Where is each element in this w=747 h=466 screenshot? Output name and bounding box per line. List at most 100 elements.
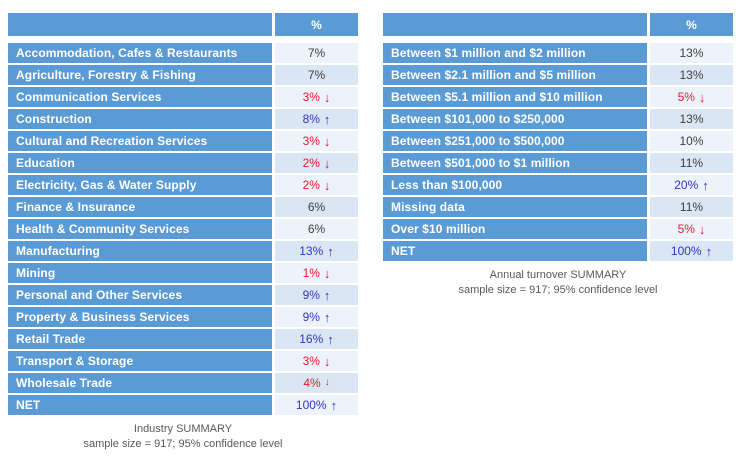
percent-value: 3%: [302, 134, 320, 148]
caption-title: Annual turnover SUMMARY: [489, 269, 627, 281]
row-label: Over $10 million: [383, 219, 647, 239]
row-label: Manufacturing: [8, 241, 272, 261]
trend-arrow-icon: ↓: [323, 133, 331, 149]
table-row: Transport & Storage 3% ↓: [8, 351, 358, 371]
table-row: NET 100% ↑: [8, 395, 358, 415]
row-value: 2% ↓: [275, 153, 358, 173]
row-label: Missing data: [383, 197, 647, 217]
percent-value: 8%: [302, 112, 320, 126]
percent-value: 20%: [674, 178, 699, 192]
table-header-row: %: [383, 13, 733, 36]
trend-arrow-icon: ↑: [702, 177, 709, 193]
table-row: NET 100% ↑: [383, 241, 733, 261]
trend-arrow-icon: ↑: [323, 309, 331, 325]
trend-arrow-icon: ↓: [323, 353, 331, 369]
percent-value: 9%: [302, 288, 320, 302]
table-row: Between $1 million and $2 million 13%: [383, 43, 733, 63]
industry-summary-table: % Accommodation, Cafes & Restaurants 7% …: [8, 13, 358, 452]
table-row: Retail Trade 16% ↑: [8, 329, 358, 349]
annual-turnover-table-body: Between $1 million and $2 million 13% Be…: [383, 43, 733, 261]
percent-value: 100%: [295, 398, 327, 412]
table-row: Between $2.1 million and $5 million 13%: [383, 65, 733, 85]
row-label: Transport & Storage: [8, 351, 272, 371]
row-label: Accommodation, Cafes & Restaurants: [8, 43, 272, 63]
industry-table-caption: Industry SUMMARY sample size = 917; 95% …: [8, 422, 358, 452]
percent-value: 3%: [302, 354, 320, 368]
row-value: 3% ↓: [275, 351, 358, 371]
table-row: Between $5.1 million and $10 million 5% …: [383, 87, 733, 107]
row-label: Less than $100,000: [383, 175, 647, 195]
table-row: Missing data 11%: [383, 197, 733, 217]
row-value: 4% ↓: [275, 373, 358, 393]
row-label: Between $101,000 to $250,000: [383, 109, 647, 129]
table-row: Education 2% ↓: [8, 153, 358, 173]
header-label-spacer: [383, 13, 647, 36]
trend-arrow-icon: ↑: [323, 287, 331, 303]
table-row: Electricity, Gas & Water Supply 2% ↓: [8, 175, 358, 195]
percent-value: 9%: [302, 310, 320, 324]
table-header-row: %: [8, 13, 358, 36]
percent-value: 6%: [307, 222, 326, 236]
row-value: 9% ↑: [275, 307, 358, 327]
percent-value: 10%: [679, 134, 704, 148]
row-value: 5% ↓: [650, 87, 733, 107]
trend-arrow-icon: ↓: [323, 177, 331, 193]
percent-value: 5%: [677, 222, 695, 236]
row-value: 100% ↑: [275, 395, 358, 415]
row-value: 9% ↑: [275, 285, 358, 305]
caption-title: Industry SUMMARY: [133, 423, 233, 435]
row-value: 13%: [650, 65, 733, 85]
row-value: 13% ↑: [275, 241, 358, 261]
row-value: 100% ↑: [650, 241, 733, 261]
annual-turnover-summary-table: % Between $1 million and $2 million 13% …: [383, 13, 733, 298]
percent-value: 11%: [679, 156, 704, 170]
table-row: Between $251,000 to $500,000 10%: [383, 131, 733, 151]
table-row: Between $501,000 to $1 million 11%: [383, 153, 733, 173]
row-label: Cultural and Recreation Services: [8, 131, 272, 151]
trend-arrow-icon: ↑: [327, 331, 334, 347]
table-row: Between $101,000 to $250,000 13%: [383, 109, 733, 129]
table-row: Construction 8% ↑: [8, 109, 358, 129]
table-row: Over $10 million 5% ↓: [383, 219, 733, 239]
table-row: Finance & Insurance 6%: [8, 197, 358, 217]
row-label: Personal and Other Services: [8, 285, 272, 305]
percent-column-header: %: [650, 13, 733, 36]
row-label: Between $2.1 million and $5 million: [383, 65, 647, 85]
row-label: NET: [383, 241, 647, 261]
trend-arrow-icon: ↑: [327, 243, 334, 259]
row-value: 2% ↓: [275, 175, 358, 195]
row-value: 11%: [650, 197, 733, 217]
row-value: 3% ↓: [275, 87, 358, 107]
caption-sample-size: sample size = 917; 95% confidence level: [83, 438, 283, 450]
percent-value: 4%: [303, 376, 321, 390]
row-value: 3% ↓: [275, 131, 358, 151]
percent-value: 2%: [302, 178, 320, 192]
trend-arrow-icon: ↓: [323, 89, 331, 105]
row-label: Construction: [8, 109, 272, 129]
row-value: 7%: [275, 65, 358, 85]
trend-arrow-icon: ↑: [323, 111, 331, 127]
trend-arrow-icon: ↓: [323, 265, 331, 281]
table-row: Communication Services 3% ↓: [8, 87, 358, 107]
row-value: 1% ↓: [275, 263, 358, 283]
percent-value: 2%: [302, 156, 320, 170]
table-row: Wholesale Trade 4% ↓: [8, 373, 358, 393]
annual-turnover-table-caption: Annual turnover SUMMARY sample size = 91…: [383, 268, 733, 298]
header-label-spacer: [8, 13, 272, 36]
row-label: Between $5.1 million and $10 million: [383, 87, 647, 107]
row-label: Agriculture, Forestry & Fishing: [8, 65, 272, 85]
percent-value: 13%: [679, 68, 704, 82]
percent-value: 13%: [299, 244, 324, 258]
row-label: Finance & Insurance: [8, 197, 272, 217]
table-row: Agriculture, Forestry & Fishing 7%: [8, 65, 358, 85]
row-label: Electricity, Gas & Water Supply: [8, 175, 272, 195]
percent-value: 6%: [307, 200, 326, 214]
row-label: Mining: [8, 263, 272, 283]
table-row: Personal and Other Services 9% ↑: [8, 285, 358, 305]
industry-table-body: Accommodation, Cafes & Restaurants 7% Ag…: [8, 43, 358, 415]
row-label: Health & Community Services: [8, 219, 272, 239]
row-value: 10%: [650, 131, 733, 151]
trend-arrow-icon: ↓: [323, 155, 331, 171]
row-label: Education: [8, 153, 272, 173]
row-label: Between $1 million and $2 million: [383, 43, 647, 63]
